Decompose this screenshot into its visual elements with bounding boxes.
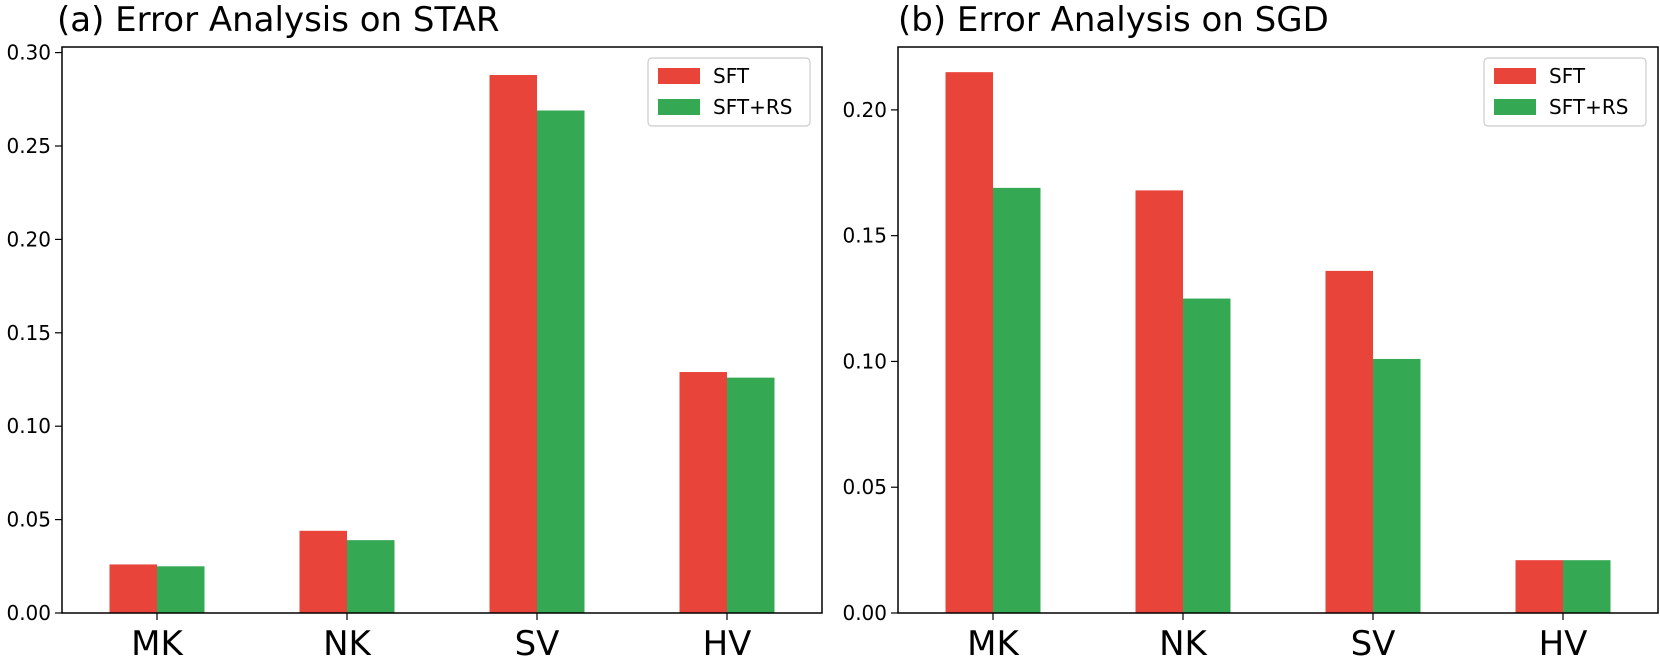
y-axis-star: 0.00 0.05 0.10 0.15 0.20 0.25 0.30 [6, 41, 62, 625]
y-axis-sgd: 0.00 0.05 0.10 0.15 0.20 [842, 98, 898, 625]
y-tick-label: 0.30 [6, 41, 51, 65]
y-tick-label: 0.10 [842, 349, 887, 373]
x-tick-label-mk: MK [967, 624, 1020, 664]
y-tick-label: 0.00 [842, 601, 887, 625]
x-tick-label-mk: MK [131, 624, 184, 664]
y-tick-label: 0.05 [842, 475, 887, 499]
bars-star [109, 75, 775, 614]
x-axis-sgd: MK NK SV HV [967, 613, 1587, 664]
y-tick-label: 0.15 [6, 321, 51, 345]
bar-sgd-hv-sft-rs [1563, 560, 1611, 613]
y-tick-label: 0.00 [6, 601, 51, 625]
legend-star: SFT SFT+RS [647, 57, 811, 127]
chart-panel-sgd: (b) Error Analysis on SGD 0.000.050.100.… [842, 0, 1659, 664]
legend-swatch-sft [658, 68, 700, 84]
x-tick-label-hv: HV [1539, 624, 1588, 664]
legend-sgd: SFT SFT+RS [1483, 57, 1647, 127]
bar-sgd-sv-sft [1325, 270, 1373, 613]
x-tick-label-nk: NK [323, 624, 372, 664]
bar-star-hv-sft-rs [727, 377, 775, 613]
bar-sgd-nk-sft [1135, 190, 1183, 614]
legend-swatch-sft-rs [1494, 99, 1536, 115]
y-tick-label: 0.25 [6, 134, 51, 158]
bar-sgd-sv-sft-rs [1373, 358, 1421, 613]
y-tick-label: 0.15 [842, 224, 887, 248]
legend-label-sft-rs: SFT+RS [1549, 95, 1628, 119]
chart-title-sgd: (b) Error Analysis on SGD [898, 0, 1329, 40]
y-tick-label: 0.10 [6, 414, 51, 438]
bar-star-sv-sft-rs [537, 110, 585, 614]
chart-panel-star: (a) Error Analysis on STAR 0.000.050.100… [6, 0, 823, 664]
bars-sgd [945, 72, 1611, 614]
x-tick-label-hv: HV [703, 624, 752, 664]
legend-label-sft: SFT [1549, 64, 1586, 88]
bar-sgd-hv-sft [1515, 560, 1563, 613]
bar-star-nk-sft-rs [347, 540, 395, 613]
x-tick-label-nk: NK [1159, 624, 1208, 664]
bar-sgd-mk-sft [945, 72, 993, 613]
chart-title-star: (a) Error Analysis on STAR [57, 0, 500, 40]
x-axis-star: MK NK SV HV [131, 613, 751, 664]
plot-frame-sgd [897, 46, 1659, 614]
bar-sgd-nk-sft-rs [1183, 298, 1231, 613]
legend-swatch-sft [1494, 68, 1536, 84]
bar-star-nk-sft [299, 530, 347, 613]
y-tick-label: 0.05 [6, 508, 51, 532]
bar-star-hv-sft [679, 372, 727, 613]
bar-sgd-mk-sft-rs [993, 187, 1041, 614]
bar-star-sv-sft [489, 75, 537, 614]
x-tick-label-sv: SV [515, 624, 560, 664]
legend-swatch-sft-rs [658, 99, 700, 115]
legend-label-sft-rs: SFT+RS [713, 95, 792, 119]
y-tick-label: 0.20 [6, 227, 51, 251]
bar-star-mk-sft [109, 564, 157, 613]
y-tick-label: 0.20 [842, 98, 887, 122]
plot-frame-star [61, 46, 823, 614]
x-tick-label-sv: SV [1351, 624, 1396, 664]
bar-star-mk-sft-rs [157, 566, 205, 613]
legend-label-sft: SFT [713, 64, 750, 88]
